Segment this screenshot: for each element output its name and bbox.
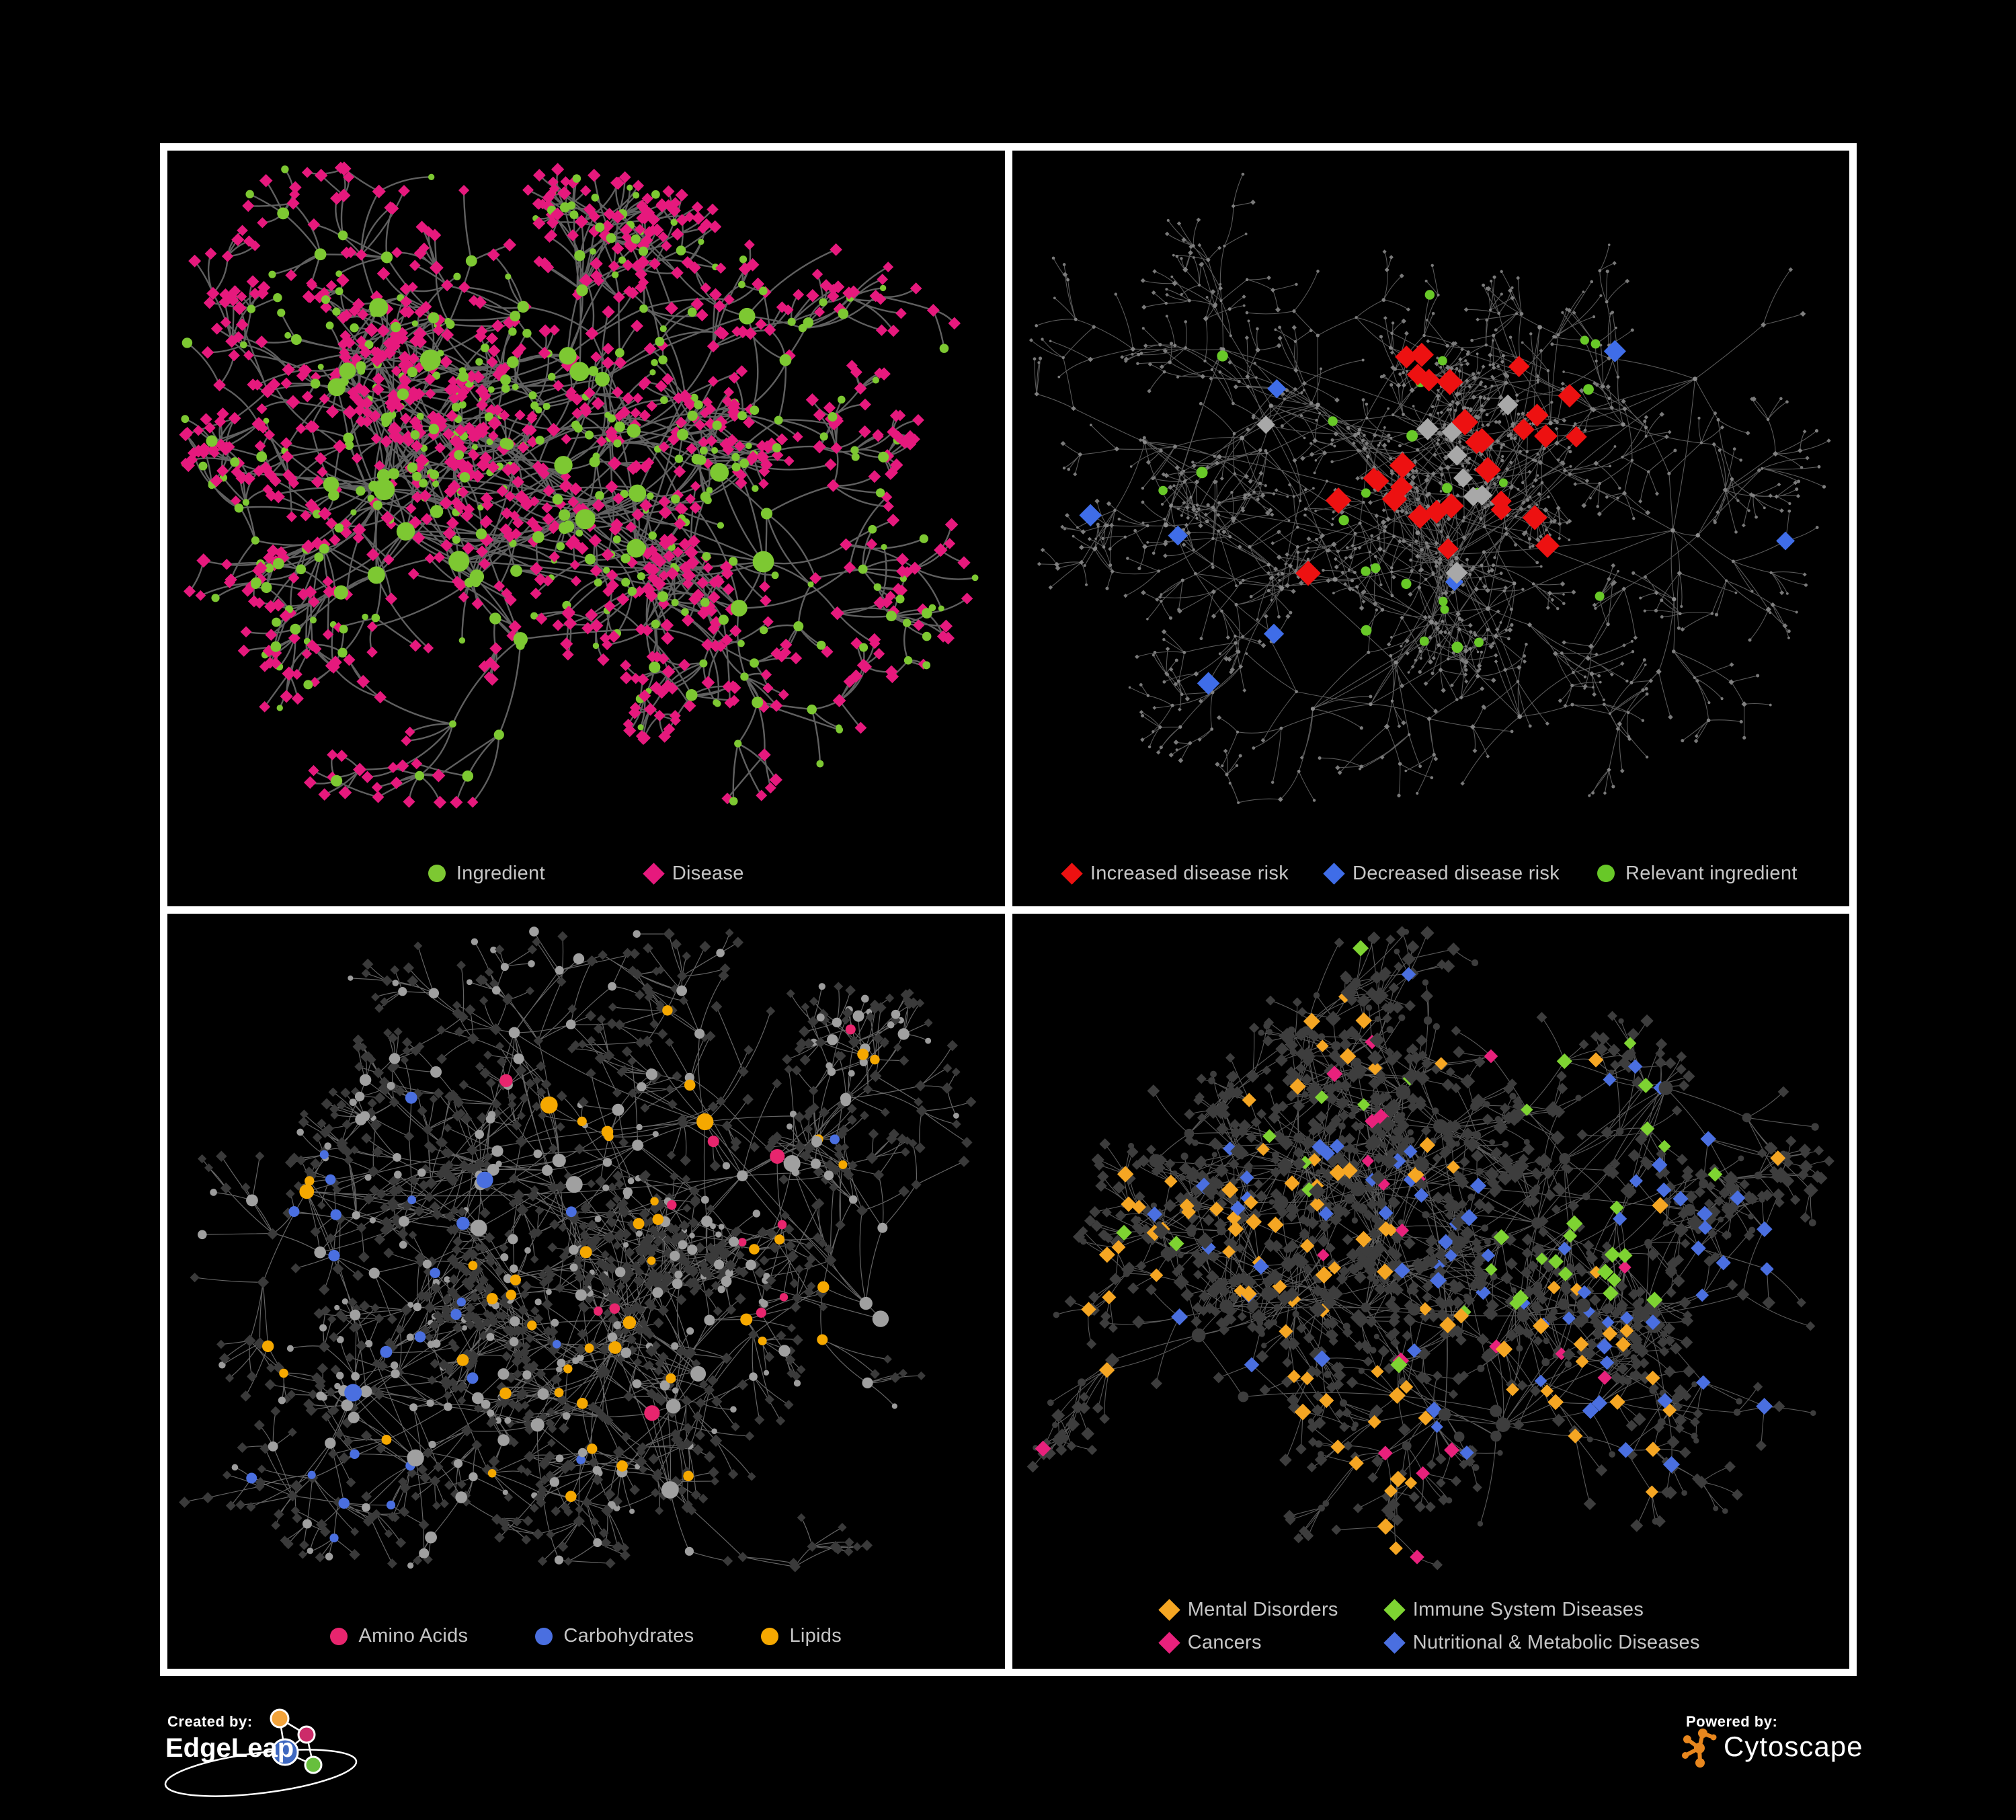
amino-acids-circle-icon <box>330 1627 348 1645</box>
legend-label: Mental Disorders <box>1187 1599 1338 1620</box>
legend-item-decreased-risk: Decreased disease risk <box>1323 862 1560 885</box>
legend-item-ingredient: Ingredient <box>428 863 545 885</box>
nutritional-metabolic-diamond-icon <box>1383 1632 1406 1654</box>
relevant-ingredient-circle-icon <box>1597 865 1615 882</box>
legend-item-mental-disorders: Mental Disorders <box>1158 1599 1338 1621</box>
legend-label: Decreased disease risk <box>1353 862 1560 884</box>
legend-item-carbohydrates: Carbohydrates <box>535 1625 694 1647</box>
legend-disease-risk: Increased disease risk Decreased disease… <box>1012 863 1850 885</box>
legend-label: Lipids <box>789 1625 842 1647</box>
legend-label: Increased disease risk <box>1090 862 1289 884</box>
immune-system-diamond-icon <box>1383 1599 1406 1621</box>
network-ingredient-disease <box>179 161 979 809</box>
edgeleap-logo-icon <box>164 1708 358 1797</box>
decreased-risk-diamond-icon <box>1323 862 1345 885</box>
network-disease-risk <box>1029 172 1831 804</box>
legend-label: Disease <box>672 862 744 884</box>
legend-item-amino-acids: Amino Acids <box>330 1625 468 1647</box>
cytoscape-credit: Powered by: Cytoscape <box>1679 1708 1881 1802</box>
legend-item-lipids: Lipids <box>761 1625 842 1647</box>
increased-risk-diamond-icon <box>1061 862 1083 885</box>
legend-item-relevant-ingredient: Relevant ingredient <box>1597 863 1798 885</box>
legend-item-immune-system-diseases: Immune System Diseases <box>1383 1599 1700 1621</box>
legend-ingredient-disease: Ingredient Disease <box>167 863 1005 885</box>
panel-grid: Ingredient Disease Increased disease ris… <box>160 143 1857 1676</box>
legend-label: Immune System Diseases <box>1412 1599 1644 1620</box>
cancers-diamond-icon <box>1158 1632 1180 1654</box>
legend-ingredient-classes: Amino Acids Carbohydrates Lipids <box>167 1625 1005 1647</box>
legend-item-disease: Disease <box>643 862 744 885</box>
legend-label: Relevant ingredient <box>1625 862 1798 884</box>
carbohydrates-circle-icon <box>535 1627 553 1645</box>
panel-disease-risk: Increased disease risk Decreased disease… <box>1012 151 1850 906</box>
created-by-label: Created by: <box>167 1713 253 1730</box>
legend-label: Carbohydrates <box>563 1625 694 1647</box>
panel-ingredient-disease: Ingredient Disease <box>167 151 1005 906</box>
legend-item-nutritional-metabolic-diseases: Nutritional & Metabolic Diseases <box>1383 1632 1700 1654</box>
legend-label: Nutritional & Metabolic Diseases <box>1412 1632 1700 1653</box>
ingredient-circle-icon <box>428 865 446 882</box>
legend-label: Cancers <box>1187 1632 1262 1653</box>
edgeleap-wordmark: EdgeLeap <box>165 1733 294 1763</box>
disease-diamond-icon <box>643 862 665 885</box>
legend-item-cancers: Cancers <box>1158 1632 1338 1654</box>
cytoscape-wordmark: Cytoscape <box>1724 1731 1863 1762</box>
edgeleap-credit: Created by: EdgeLeap <box>160 1708 368 1809</box>
legend-disease-classes: Mental Disorders Immune System Diseases … <box>1012 1599 1850 1654</box>
lipids-circle-icon <box>761 1627 779 1645</box>
panel-ingredient-classes: Amino Acids Carbohydrates Lipids <box>167 913 1005 1669</box>
legend-item-increased-risk: Increased disease risk <box>1061 862 1289 885</box>
legend-label: Amino Acids <box>358 1625 469 1647</box>
network-ingredient-classes <box>179 926 977 1572</box>
legend-label: Ingredient <box>456 862 545 884</box>
panel-disease-classes: Mental Disorders Immune System Diseases … <box>1012 913 1850 1669</box>
mental-disorders-diamond-icon <box>1158 1599 1180 1621</box>
cytoscape-logo-icon <box>1682 1729 1717 1768</box>
network-disease-classes <box>1026 925 1834 1570</box>
powered-by-label: Powered by: <box>1686 1713 1778 1730</box>
